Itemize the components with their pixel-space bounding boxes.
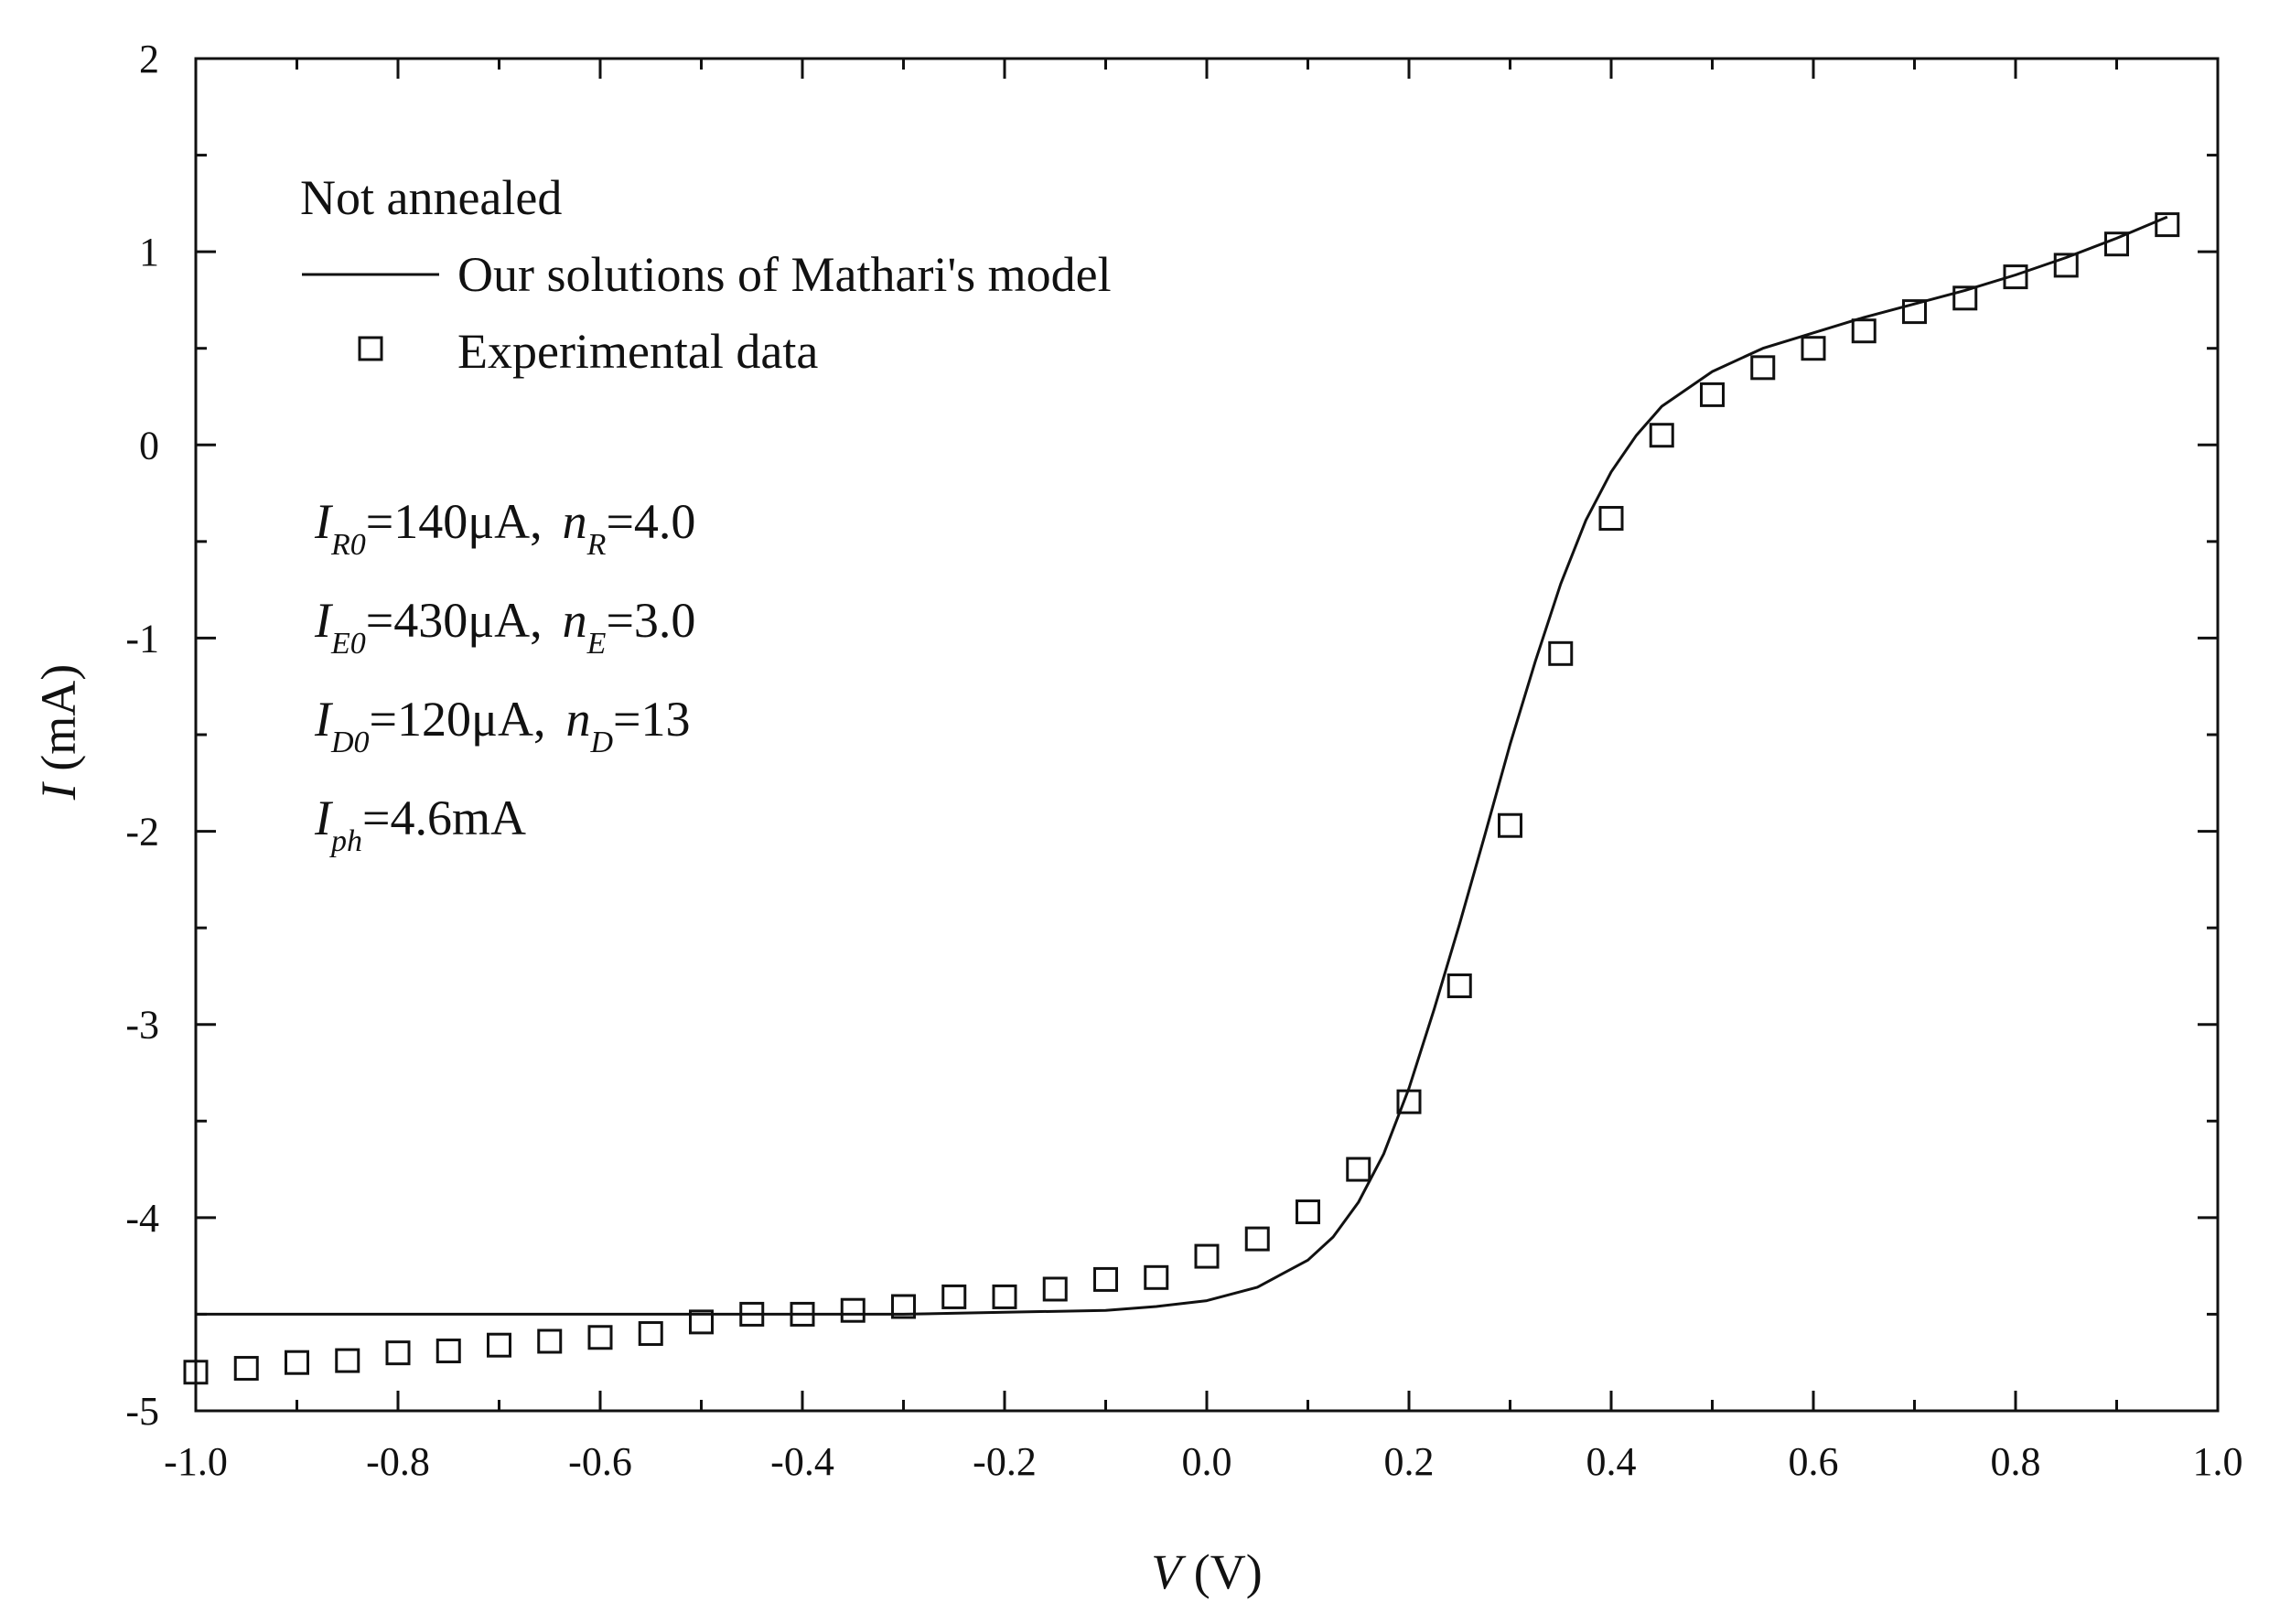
y-axis-unit: (mA)	[31, 664, 86, 783]
experimental-data-point	[1598, 506, 1624, 532]
y-axis-variable: I	[31, 780, 86, 801]
experimental-data-point	[1851, 318, 1876, 344]
experimental-data-point	[1244, 1226, 1270, 1252]
experimental-data-point	[1194, 1243, 1220, 1269]
experimental-data-point	[2003, 264, 2028, 290]
y-tick-label: -3	[125, 1003, 159, 1048]
experimental-data-point	[1446, 973, 1472, 998]
experimental-data-point	[992, 1284, 1017, 1309]
experimental-data-point	[2053, 253, 2079, 278]
experimental-data-point	[285, 1350, 309, 1375]
experimental-data-point	[183, 1360, 209, 1385]
experimental-data-point	[2104, 231, 2129, 257]
x-tick-label: 1.0	[2193, 1439, 2243, 1484]
x-tick-label: 0.0	[1182, 1439, 1232, 1484]
x-tick-label: 0.4	[1586, 1439, 1637, 1484]
experimental-data-point	[537, 1328, 563, 1354]
y-tick-label: 0	[139, 423, 159, 468]
experimental-data-point	[1801, 336, 1826, 361]
experimental-data-point	[487, 1332, 511, 1358]
experimental-data-point	[335, 1348, 360, 1373]
experimental-data-point	[1700, 382, 1725, 407]
model-curve-line	[196, 215, 2168, 1316]
experimental-data-point	[739, 1301, 765, 1327]
x-tick-label: -0.8	[366, 1439, 430, 1484]
experimental-data-point	[1902, 299, 1927, 325]
x-tick-label: 0.6	[1789, 1439, 1839, 1484]
param-line-e: IE0=430μA, nE=3.0	[314, 593, 695, 661]
x-tick-label: -0.2	[973, 1439, 1037, 1484]
series-layer	[183, 212, 2180, 1385]
y-tick-label: -2	[125, 810, 159, 855]
x-axis-title: V (V)	[1151, 1544, 1262, 1599]
experimental-data-point	[2155, 212, 2180, 238]
experimental-data-point	[1952, 285, 1978, 311]
experimental-data-point	[1649, 423, 1674, 448]
fit-parameters: IR0=140μA, nR=4.0 IE0=430μA, nE=3.0 ID0=12…	[314, 494, 695, 858]
x-tick-label: -1.0	[164, 1439, 228, 1484]
y-tick-label: -1	[125, 616, 159, 661]
experimental-data-point	[689, 1309, 714, 1335]
y-axis-title: I (mA)	[31, 664, 86, 801]
x-tick-label: -0.6	[568, 1439, 632, 1484]
x-axis-unit: (V)	[1181, 1544, 1262, 1599]
legend: Not annealed Our solutions of Mathari's …	[300, 170, 1112, 379]
x-axis-variable: V	[1151, 1544, 1187, 1599]
y-tick-label: -5	[125, 1389, 159, 1434]
experimental-data-point	[436, 1339, 461, 1364]
experimental-data-point	[1144, 1264, 1169, 1290]
experimental-data-point	[941, 1284, 967, 1309]
x-axis-ticks: -1.0 -0.8 -0.6 -0.4 -0.2 0.0 0.2 0.4 0.6 0.8 1.0	[164, 59, 2243, 1484]
experimental-data-point	[790, 1301, 815, 1327]
experimental-data-point	[638, 1321, 663, 1347]
experimental-data-point	[1042, 1276, 1068, 1302]
experimental-data-point	[385, 1340, 411, 1366]
x-tick-label: 0.2	[1384, 1439, 1435, 1484]
y-tick-label: 1	[139, 230, 159, 274]
experimental-data-point	[1296, 1199, 1320, 1225]
y-tick-label: 2	[139, 37, 159, 81]
legend-title: Not annealed	[300, 170, 562, 225]
legend-label-model: Our solutions of Mathari's model	[457, 247, 1112, 302]
experimental-data-point	[1093, 1266, 1118, 1292]
y-tick-label: -4	[125, 1196, 159, 1241]
experimental-data-point	[891, 1294, 916, 1319]
x-tick-label: -0.4	[770, 1439, 834, 1484]
experimental-data-point	[1346, 1156, 1371, 1182]
param-line-d: ID0=120μA, nD=13	[314, 692, 690, 759]
legend-square-marker	[358, 336, 383, 361]
param-line-ph: Iph=4.6mA	[314, 790, 526, 858]
experimental-data-point	[587, 1325, 613, 1350]
param-line-r: IR0=140μA, nR=4.0	[314, 494, 695, 562]
experimental-data-point	[233, 1356, 259, 1382]
experimental-data-point	[1396, 1089, 1422, 1114]
experimental-data-point	[1548, 640, 1574, 666]
x-tick-label: 0.8	[1991, 1439, 2041, 1484]
experimental-data-point	[840, 1297, 866, 1323]
experimental-data-point	[1498, 812, 1522, 838]
legend-label-experimental: Experimental data	[457, 324, 818, 379]
experimental-data-point	[1750, 355, 1776, 381]
